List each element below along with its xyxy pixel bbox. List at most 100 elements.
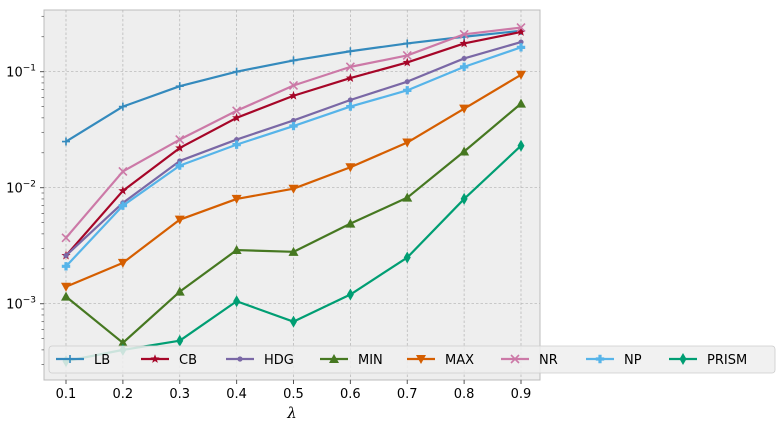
data-point-lb: [289, 56, 298, 65]
series-max: [61, 70, 526, 292]
data-point-nr: [288, 80, 299, 91]
data-point-np: [61, 262, 71, 271]
data-point-hdg: [63, 252, 69, 259]
legend-item-max: MAX: [407, 353, 474, 368]
data-point-max: [61, 282, 71, 292]
legend-label-np: NP: [624, 353, 642, 368]
data-point-max: [231, 194, 242, 204]
legend-item-lb: LB: [56, 353, 110, 368]
data-point-max: [174, 215, 185, 225]
data-point-nr: [459, 29, 469, 39]
data-point-lb: [346, 47, 355, 56]
legend-marker-cb: [150, 354, 160, 363]
series-lb: [62, 26, 525, 146]
legend-item-min: MIN: [320, 353, 383, 368]
data-point-lb: [118, 102, 127, 111]
legend-marker-lb: [66, 355, 74, 363]
data-point-hdg: [290, 117, 297, 124]
x-axis-label: λ: [286, 404, 297, 422]
legend-item-np: NP: [586, 353, 642, 368]
legend-marker-prism: [679, 353, 687, 365]
data-point-lb: [62, 137, 70, 146]
data-point-np: [175, 161, 184, 170]
data-point-prism: [517, 139, 525, 152]
data-point-max: [459, 104, 470, 114]
data-point-nr: [61, 233, 71, 243]
data-point-nr: [345, 62, 355, 72]
legend-label-nr: NR: [539, 353, 558, 368]
data-point-max: [516, 70, 526, 80]
data-point-prism: [403, 251, 411, 264]
data-point-cb: [232, 113, 242, 122]
data-point-lb: [175, 82, 184, 91]
data-point-min: [117, 337, 128, 347]
legend-label-max: MAX: [445, 353, 474, 368]
x-tick-label: 0.7: [397, 387, 418, 402]
x-tick-label: 0.8: [454, 387, 475, 402]
legend-label-hdg: HDG: [264, 353, 294, 368]
data-point-max: [345, 163, 356, 173]
series-nr: [61, 22, 526, 243]
legend-item-cb: CB: [141, 353, 197, 368]
data-point-prism: [290, 315, 297, 328]
data-point-max: [288, 184, 299, 194]
x-tick-label: 0.5: [283, 387, 304, 402]
data-point-min: [516, 98, 526, 108]
data-point-min: [402, 192, 413, 202]
data-point-nr: [232, 106, 242, 116]
series-min: [61, 98, 526, 347]
data-point-prism: [346, 288, 354, 301]
legend-marker-np: [595, 354, 605, 364]
data-point-np: [118, 201, 128, 210]
legend-item-nr: NR: [501, 353, 558, 368]
data-point-nr: [516, 22, 526, 33]
legend: LB CB HDG MIN MAX NR NP PRISM: [48, 345, 776, 374]
data-point-nr: [175, 134, 185, 145]
data-point-cb: [118, 186, 128, 195]
data-point-nr: [118, 166, 128, 177]
data-point-cb: [175, 143, 185, 152]
data-point-min: [459, 146, 470, 156]
x-axis: 0.1 0.2 0.3 0.4 0.5 0.6 0.7 0.8 0.9: [56, 380, 531, 402]
data-point-hdg: [347, 97, 353, 103]
series-np: [61, 43, 526, 271]
x-tick-label: 0.4: [226, 387, 247, 402]
y-tick-label: 10−3: [6, 296, 36, 313]
x-tick-label: 0.6: [340, 387, 361, 402]
data-point-np: [516, 43, 526, 52]
data-point-prism: [460, 192, 468, 205]
data-point-cb: [402, 57, 412, 67]
data-point-lb: [403, 39, 412, 48]
legend-marker-nr: [510, 354, 520, 364]
data-point-cb: [516, 27, 526, 36]
data-point-min: [288, 246, 299, 256]
data-point-hdg: [404, 79, 410, 85]
legend-marker-max: [416, 355, 426, 364]
x-tick-label: 0.1: [56, 387, 77, 402]
data-point-min: [345, 218, 356, 228]
data-point-hdg: [461, 55, 467, 62]
data-point-max: [117, 258, 128, 268]
y-tick-label: 10−1: [6, 64, 36, 81]
data-point-prism: [233, 295, 241, 308]
legend-label-cb: CB: [179, 353, 197, 368]
legend-marker-min: [329, 354, 339, 363]
legend-item-hdg: HDG: [226, 353, 294, 368]
data-point-np: [232, 140, 241, 149]
data-point-np: [346, 102, 355, 111]
y-tick-label: 10−2: [6, 180, 36, 197]
legend-item-prism: PRISM: [669, 353, 747, 368]
data-point-cb: [345, 73, 355, 82]
data-point-cb: [288, 90, 299, 100]
legend-label-min: MIN: [358, 353, 383, 368]
data-point-min: [231, 245, 242, 255]
data-point-cb: [459, 38, 469, 48]
legend-label-prism: PRISM: [707, 353, 747, 368]
x-tick-label: 0.3: [169, 387, 190, 402]
data-point-min: [61, 291, 71, 301]
legend-marker-hdg: [237, 356, 243, 362]
data-point-np: [459, 62, 469, 72]
legend-label-lb: LB: [94, 353, 110, 368]
data-point-prism: [176, 334, 184, 347]
